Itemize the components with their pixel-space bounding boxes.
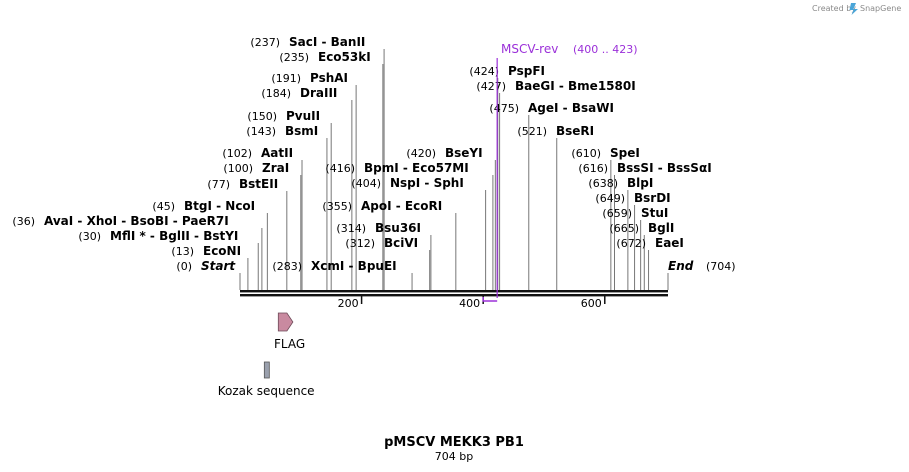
cut-site-position: (355)	[322, 200, 352, 213]
features: FLAG Kozak sequence	[218, 312, 315, 398]
cut-site-position: (672)	[616, 237, 646, 250]
cut-site-enzyme[interactable]: XcmI - BpuEI	[311, 259, 397, 273]
cut-site-enzyme[interactable]: EaeI	[655, 236, 684, 250]
cut-site-position: (191)	[271, 72, 301, 85]
cut-site-enzyme[interactable]: AatII	[261, 146, 293, 160]
cut-site-position: (184)	[261, 87, 291, 100]
cut-site-enzyme[interactable]: BpmI - Eco57MI	[364, 161, 469, 175]
cut-site-enzyme[interactable]: BciVI	[384, 236, 418, 250]
cut-site-enzyme[interactable]: BssSI - BssSαI	[617, 161, 712, 175]
feature-flag-arrow[interactable]	[277, 312, 294, 332]
cut-site-position: (102)	[222, 147, 252, 160]
cut-site-enzyme[interactable]: BsrDI	[634, 191, 671, 205]
cut-site-position: (13)	[171, 245, 194, 258]
cut-site-enzyme[interactable]: ApoI - EcoRI	[361, 199, 442, 213]
cut-site-enzyme[interactable]: Bsu36I	[375, 221, 421, 235]
cut-site-enzyme[interactable]: BstEII	[239, 177, 278, 191]
snapgene-logo-icon	[849, 3, 858, 15]
cut-site-enzyme[interactable]: EcoNI	[203, 244, 241, 258]
cut-site-enzyme[interactable]: DraIII	[300, 86, 337, 100]
cut-site-position: (150)	[247, 110, 277, 123]
cut-site-position: (314)	[336, 222, 366, 235]
cut-site-enzyme[interactable]: BseYI	[445, 146, 483, 160]
backbone-bottom-strand	[240, 294, 668, 297]
cut-site-lines	[239, 49, 669, 290]
cut-site-position: (424)	[469, 65, 499, 78]
cut-site-enzyme[interactable]: BglI	[648, 221, 674, 235]
credit-text: Created by	[812, 4, 856, 13]
cut-site-position: (45)	[152, 200, 175, 213]
cut-site-enzyme[interactable]: ZraI	[262, 161, 289, 175]
cut-site-enzyme[interactable]: PspFI	[508, 64, 545, 78]
axis-tick-label: 400	[459, 297, 480, 310]
cut-site-enzyme[interactable]: SacI - BanII	[289, 35, 365, 49]
cut-site-position: (283)	[272, 260, 302, 273]
cut-site-enzyme[interactable]: PshAI	[310, 71, 348, 85]
cut-site-position: (77)	[207, 178, 230, 191]
primer-range: (400 .. 423)	[573, 43, 638, 56]
axis-tick-label: 600	[581, 297, 602, 310]
cut-site-position: (100)	[223, 162, 253, 175]
cut-site-enzyme[interactable]: BlpI	[627, 176, 653, 190]
cut-site-enzyme[interactable]: BaeGI - Bme1580I	[515, 79, 636, 93]
cut-site-position: (475)	[489, 102, 519, 115]
cut-site-position: (416)	[325, 162, 355, 175]
cut-site-enzyme[interactable]: PvuII	[286, 109, 320, 123]
cut-site-labels: (237) SacI - BanII (235) Eco53kI (191) PshAI (…	[12, 35, 735, 273]
axis-ticks: 200 400 600	[338, 296, 606, 310]
cut-site-enzyme[interactable]: MflI * - BglII - BstYI	[110, 229, 238, 243]
cut-site-enzyme[interactable]: NspI - SphI	[390, 176, 464, 190]
cut-site-position: (0)	[176, 260, 192, 273]
cut-site-enzyme[interactable]: BsmI	[285, 124, 318, 138]
plasmid-size: 704 bp	[435, 450, 473, 463]
cut-site-enzyme[interactable]: End	[668, 259, 694, 273]
snapgene-brand: SnapGene	[860, 4, 901, 13]
primer-annotation: MSCV-rev (400 .. 423)	[482, 42, 638, 302]
cut-site-position: (237)	[250, 36, 280, 49]
cut-site-enzyme[interactable]: StuI	[641, 206, 668, 220]
cut-site-position: (36)	[12, 215, 35, 228]
cut-site-enzyme[interactable]: Eco53kI	[318, 50, 371, 64]
cut-site-position: (420)	[406, 147, 436, 160]
cut-site-enzyme[interactable]: AvaI - XhoI - BsoBI - PaeR7I	[44, 214, 229, 228]
cut-site-position: (143)	[246, 125, 276, 138]
cut-site-position: (521)	[517, 125, 547, 138]
primer-arrow[interactable]	[482, 297, 498, 302]
cut-site-enzyme[interactable]: SpeI	[610, 146, 640, 160]
cut-site-position: (616)	[578, 162, 608, 175]
cut-site-position: (30)	[78, 230, 101, 243]
axis-tick-label: 200	[338, 297, 359, 310]
feature-label: FLAG	[274, 337, 305, 351]
feature-kozak-box[interactable]	[263, 361, 270, 379]
cut-site-position: (610)	[571, 147, 601, 160]
cut-site-enzyme[interactable]: Start	[201, 259, 236, 273]
cut-site-enzyme[interactable]: BseRI	[556, 124, 594, 138]
cut-site-position: (659)	[602, 207, 632, 220]
cut-site-enzyme[interactable]: BtgI - NcoI	[184, 199, 255, 213]
cut-site-position: (427)	[476, 80, 506, 93]
cut-site-position: (649)	[595, 192, 625, 205]
backbone-top-strand	[240, 290, 668, 293]
cut-site-position: (704)	[706, 260, 736, 273]
cut-site-enzyme[interactable]: AgeI - BsaWI	[528, 101, 614, 115]
plasmid-title: pMSCV MEKK3 PB1	[384, 435, 524, 450]
cut-site-position: (665)	[609, 222, 639, 235]
cut-site-position: (404)	[351, 177, 381, 190]
primer-name[interactable]: MSCV-rev	[501, 42, 558, 56]
cut-site-position: (235)	[279, 51, 309, 64]
feature-label: Kozak sequence	[218, 384, 315, 398]
cut-site-position: (638)	[588, 177, 618, 190]
cut-site-position: (312)	[345, 237, 375, 250]
